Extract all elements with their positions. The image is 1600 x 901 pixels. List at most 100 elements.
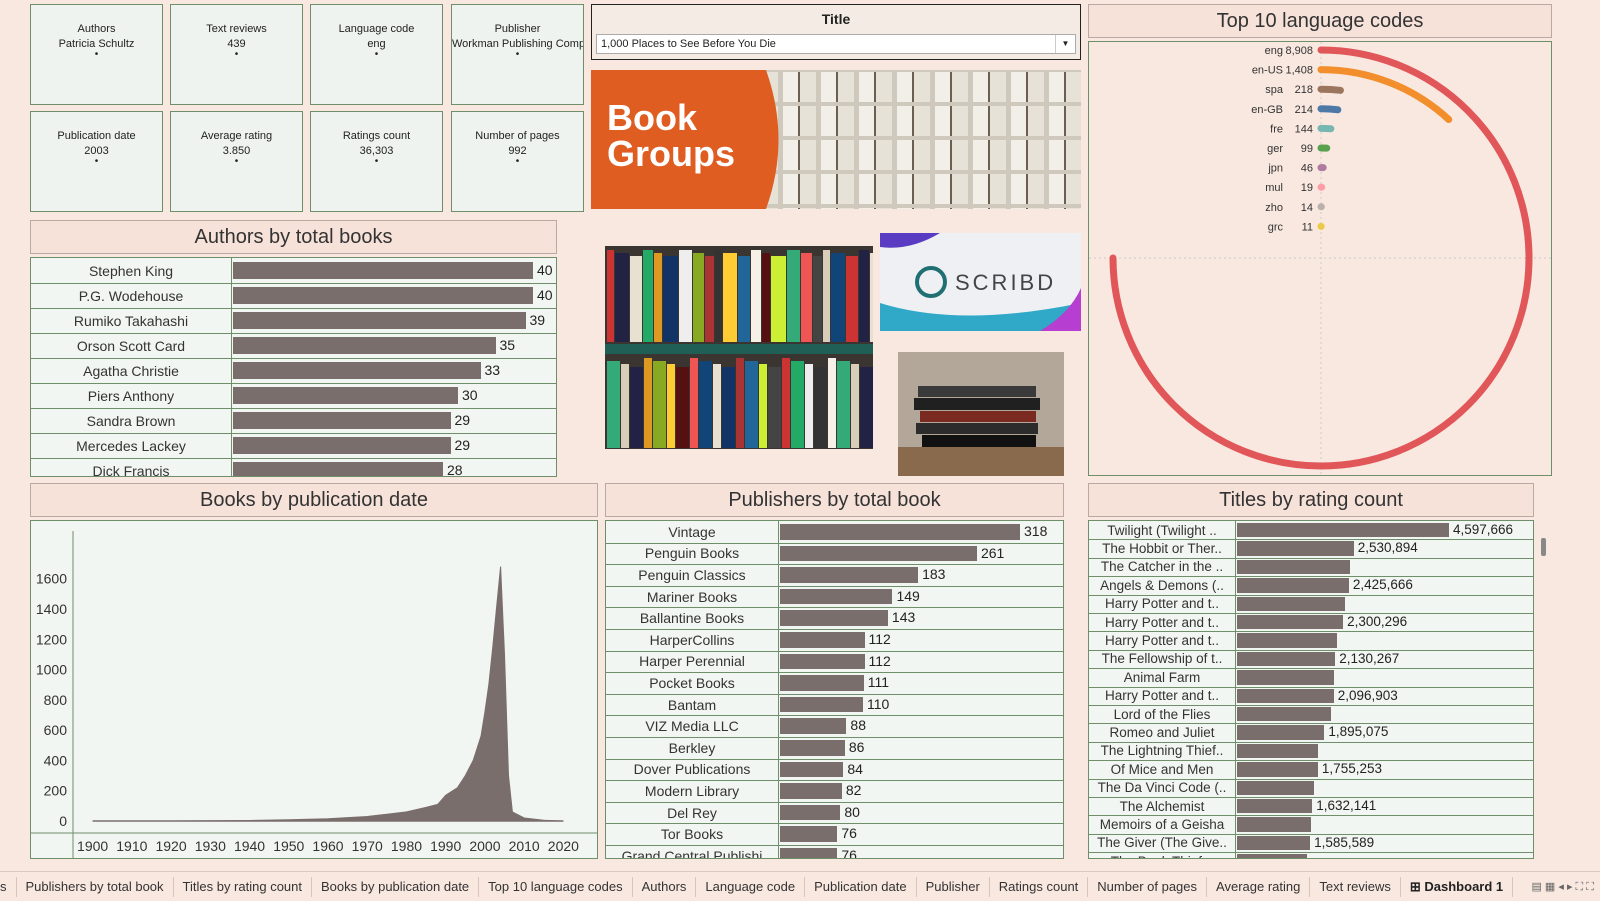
- table-row[interactable]: The Giver (The Give..1,585,589: [1089, 834, 1533, 853]
- row-bar[interactable]: [1237, 578, 1349, 592]
- row-bar[interactable]: [780, 675, 864, 691]
- filter-card-publication-date[interactable]: Publication date 2003 •: [30, 111, 163, 212]
- sheet-tab[interactable]: Titles by rating count: [174, 877, 312, 897]
- row-bar[interactable]: [1237, 762, 1318, 776]
- sheet-tab[interactable]: Number of pages: [1088, 877, 1207, 897]
- row-bar[interactable]: [233, 337, 496, 354]
- table-row[interactable]: Harry Potter and t..2,300,296: [1089, 613, 1533, 632]
- language-arc-spa[interactable]: [1321, 89, 1340, 90]
- row-bar[interactable]: [1237, 799, 1312, 813]
- scrollbar-thumb[interactable]: [1541, 538, 1546, 556]
- sheet-tab[interactable]: Publication date: [805, 877, 917, 897]
- sheet-tab[interactable]: Books by publication date: [312, 877, 479, 897]
- sheet-tab[interactable]: Publisher: [917, 877, 990, 897]
- table-row[interactable]: Lord of the Flies: [1089, 705, 1533, 724]
- row-bar[interactable]: [233, 262, 533, 279]
- filter-card-average-rating[interactable]: Average rating 3.850 •: [170, 111, 303, 212]
- sheet-tab[interactable]: Text reviews: [1310, 877, 1401, 897]
- row-bar[interactable]: [1237, 836, 1310, 850]
- chevron-down-icon[interactable]: ▼: [1055, 35, 1075, 53]
- row-bar[interactable]: [233, 387, 458, 404]
- row-bar[interactable]: [1237, 652, 1335, 666]
- row-bar[interactable]: [1237, 615, 1343, 629]
- sheet-tab[interactable]: Publishers by total book: [17, 877, 174, 897]
- row-bar[interactable]: [233, 412, 451, 429]
- row-bar[interactable]: [780, 762, 843, 778]
- row-bar[interactable]: [780, 848, 837, 859]
- area-series[interactable]: [93, 567, 564, 821]
- row-bar[interactable]: [780, 718, 846, 734]
- filter-card-publisher[interactable]: Publisher Workman Publishing Comp •: [451, 4, 584, 105]
- row-bar[interactable]: [1237, 523, 1449, 537]
- sheet-tab[interactable]: Language code: [696, 877, 805, 897]
- tab-nav-controls[interactable]: ▤ ▦ ◂ ▸ ⛶ ⛶: [1531, 880, 1600, 894]
- title-dropdown[interactable]: 1,000 Places to See Before You Die ▼: [596, 34, 1076, 54]
- row-bar[interactable]: [233, 287, 533, 304]
- language-arc-en-GB[interactable]: [1321, 109, 1338, 110]
- table-row[interactable]: Harry Potter and t..2,096,903: [1089, 687, 1533, 706]
- table-row[interactable]: The Da Vinci Code (..: [1089, 779, 1533, 798]
- row-bar[interactable]: [233, 437, 451, 454]
- row-bar[interactable]: [1237, 597, 1345, 611]
- filter-card-ratings-count[interactable]: Ratings count 36,303 •: [310, 111, 443, 212]
- sheet-tab[interactable]: s: [0, 877, 17, 897]
- row-bar[interactable]: [1237, 744, 1318, 758]
- row-bar[interactable]: [1237, 707, 1331, 721]
- row-bar[interactable]: [1237, 541, 1354, 555]
- sheet-tab[interactable]: Top 10 language codes: [479, 877, 632, 897]
- filter-card-text-reviews[interactable]: Text reviews 439 •: [170, 4, 303, 105]
- row-bar[interactable]: [1237, 560, 1350, 574]
- sheet-tab[interactable]: Ratings count: [990, 877, 1089, 897]
- row-bar[interactable]: [780, 567, 918, 583]
- row-bar[interactable]: [780, 654, 865, 670]
- table-row[interactable]: The Catcher in the ..: [1089, 558, 1533, 577]
- table-row[interactable]: The Book Thief ..: [1089, 852, 1533, 859]
- row-bar[interactable]: [1237, 854, 1307, 859]
- row-bar[interactable]: [780, 826, 837, 842]
- row-bar[interactable]: [780, 610, 888, 626]
- table-row[interactable]: The Lightning Thief..: [1089, 742, 1533, 761]
- table-row[interactable]: The Hobbit or Ther..2,530,894: [1089, 539, 1533, 558]
- table-row[interactable]: Harry Potter and t..: [1089, 631, 1533, 650]
- row-bar[interactable]: [233, 362, 481, 379]
- table-row[interactable]: Animal Farm: [1089, 668, 1533, 687]
- sheet-tab[interactable]: ⊞ Dashboard 1: [1401, 877, 1513, 897]
- row-bar[interactable]: [780, 589, 892, 605]
- row-bar[interactable]: [1237, 633, 1337, 647]
- row-bar[interactable]: [1237, 689, 1334, 703]
- sheet-tab[interactable]: Authors: [633, 877, 697, 897]
- row-bar[interactable]: [780, 783, 842, 799]
- row-bar[interactable]: [233, 462, 443, 477]
- table-row[interactable]: Harry Potter and t..: [1089, 595, 1533, 614]
- row-bar[interactable]: [780, 697, 863, 713]
- filter-card-number-of-pages[interactable]: Number of pages 992 •: [451, 111, 584, 212]
- row-bar[interactable]: [780, 546, 977, 562]
- table-row[interactable]: Angels & Demons (..2,425,666: [1089, 576, 1533, 595]
- row-bar[interactable]: [233, 312, 526, 329]
- filter-card-language-code[interactable]: Language code eng •: [310, 4, 443, 105]
- row-bar[interactable]: [1237, 817, 1311, 831]
